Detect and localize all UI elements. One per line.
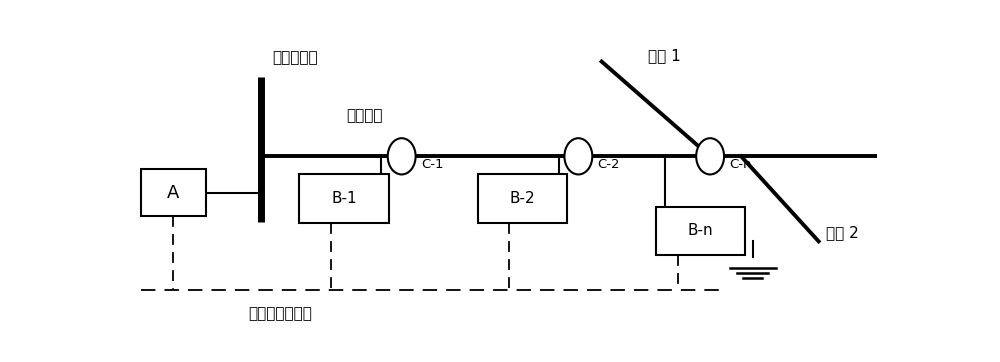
Ellipse shape <box>564 138 592 174</box>
Text: 移动通信或光纤: 移动通信或光纤 <box>248 306 312 321</box>
Ellipse shape <box>388 138 416 174</box>
Text: 分支 2: 分支 2 <box>826 226 859 240</box>
Text: 分支 1: 分支 1 <box>648 49 681 63</box>
Ellipse shape <box>696 138 724 174</box>
Bar <box>656 206 745 255</box>
Text: B-1: B-1 <box>331 191 357 206</box>
Text: B-2: B-2 <box>509 191 535 206</box>
Text: C-n: C-n <box>730 158 752 171</box>
Text: C-2: C-2 <box>598 158 620 171</box>
Bar <box>299 174 388 223</box>
Text: 变电站母线: 变电站母线 <box>273 50 318 65</box>
Text: 架空线路: 架空线路 <box>346 108 382 123</box>
Text: C-1: C-1 <box>421 158 444 171</box>
Bar <box>478 174 567 223</box>
Text: A: A <box>167 184 180 202</box>
Text: B-n: B-n <box>688 223 713 239</box>
Bar <box>140 169 206 216</box>
